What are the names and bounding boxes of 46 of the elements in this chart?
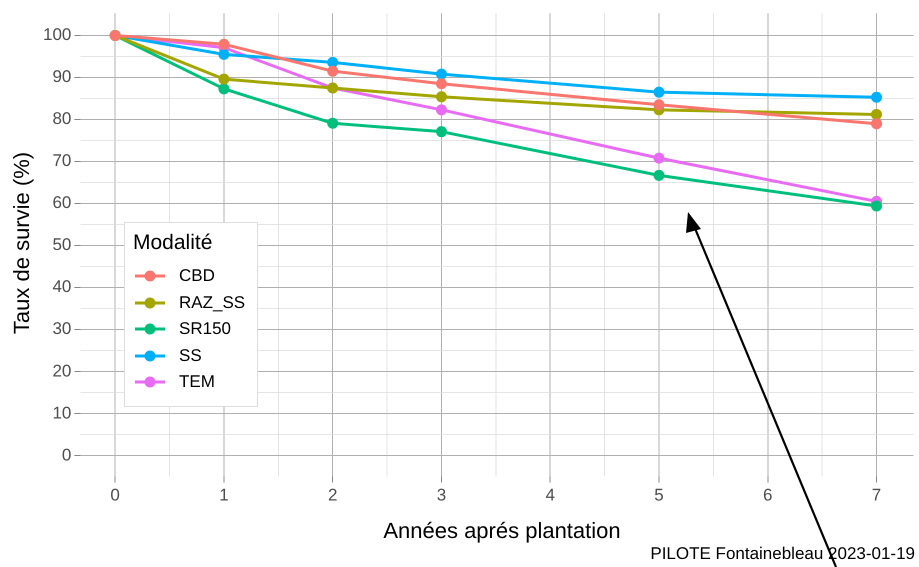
point [871, 92, 882, 103]
x-tick-label: 1 [219, 485, 229, 504]
y-tick-label: 90 [52, 67, 72, 86]
point [436, 68, 447, 80]
legend-label: CBD [179, 266, 215, 286]
point [653, 170, 664, 181]
x-tick-label: 5 [654, 485, 664, 504]
point [436, 91, 447, 102]
legend-title: Modalité [133, 231, 214, 255]
point [218, 38, 230, 50]
point [871, 200, 882, 212]
legend-label: TEM [179, 372, 215, 392]
x-tick-label: 6 [763, 485, 772, 504]
x-tick-label: 3 [436, 485, 446, 504]
x-axis-title: Années aprés plantation [382, 518, 622, 544]
legend-label: SS [179, 346, 202, 366]
legend-label: RAZ_SS [179, 292, 246, 313]
point [327, 118, 338, 129]
point [218, 48, 230, 60]
y-axis-title: Taux de survie (%) [9, 150, 35, 336]
point [653, 99, 664, 110]
point [436, 78, 447, 90]
y-tick-label: 30 [52, 319, 72, 338]
point [218, 83, 230, 94]
y-tick-label: 80 [52, 109, 72, 128]
y-tick-label: 100 [42, 25, 72, 44]
y-tick-label: 10 [52, 403, 72, 422]
point [653, 86, 664, 98]
x-tick-label: 7 [872, 485, 882, 504]
point [327, 66, 338, 77]
x-tick-label: 2 [328, 485, 338, 504]
legend-label: SR150 [179, 319, 231, 340]
y-tick-label: 40 [52, 277, 72, 296]
point [653, 152, 664, 164]
y-tick-label: 50 [52, 235, 72, 254]
x-tick-label: 0 [110, 485, 120, 504]
y-tick-label: 60 [52, 193, 72, 212]
point [871, 118, 882, 130]
y-tick-label: 70 [52, 151, 72, 170]
point [436, 126, 447, 138]
point [871, 108, 882, 120]
point [218, 74, 230, 85]
x-tick-label: 4 [545, 485, 555, 504]
point [436, 104, 447, 116]
y-tick-label: 20 [52, 361, 72, 380]
y-tick-label: 0 [62, 445, 72, 464]
